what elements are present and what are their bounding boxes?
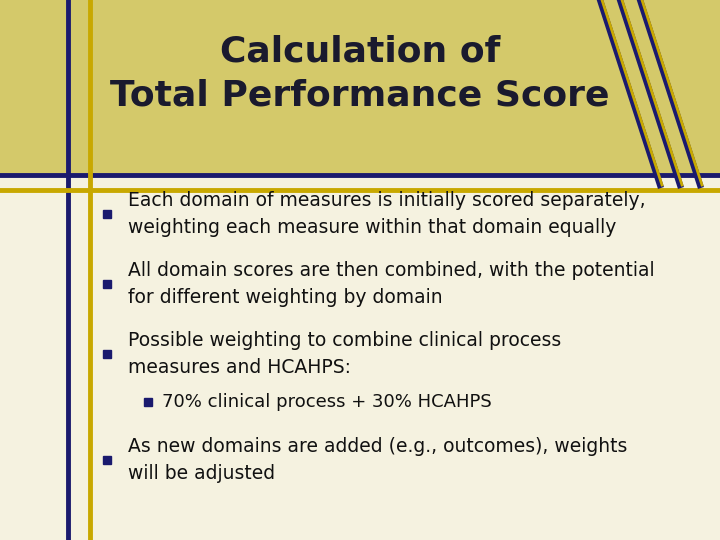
Bar (103, 280, 111, 288)
Bar (144, 398, 152, 406)
Text: Possible weighting to combine clinical process
measures and HCAHPS:: Possible weighting to combine clinical p… (128, 331, 562, 377)
Bar (0, 175, 720, 540)
Text: Each domain of measures is initially scored separately,
weighting each measure w: Each domain of measures is initially sco… (128, 191, 646, 237)
Bar (0, 0, 720, 175)
Text: Total Performance Score: Total Performance Score (110, 78, 610, 112)
Bar (103, 210, 111, 218)
Text: Calculation of: Calculation of (220, 35, 500, 69)
Text: As new domains are added (e.g., outcomes), weights
will be adjusted: As new domains are added (e.g., outcomes… (128, 437, 627, 483)
Bar (103, 350, 111, 358)
Bar (103, 456, 111, 464)
Text: 70% clinical process + 30% HCAHPS: 70% clinical process + 30% HCAHPS (162, 393, 492, 411)
Text: All domain scores are then combined, with the potential
for different weighting : All domain scores are then combined, wit… (128, 261, 654, 307)
